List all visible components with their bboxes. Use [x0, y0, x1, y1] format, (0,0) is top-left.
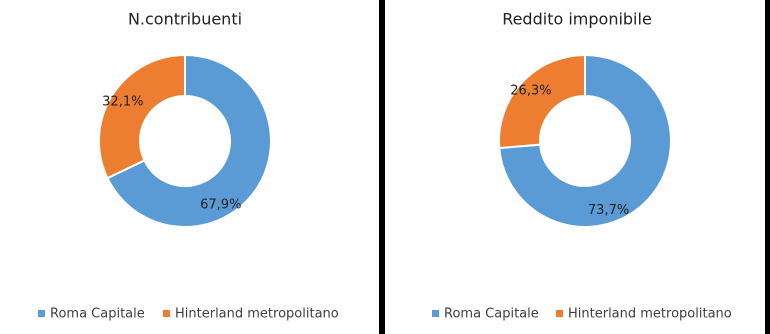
value-label: 67,9%: [200, 198, 241, 213]
value-label: 73,7%: [588, 203, 629, 218]
legend-label: Roma Capitale: [444, 307, 539, 322]
legend-swatch: [163, 310, 170, 317]
value-label: 32,1%: [102, 94, 143, 109]
donut-slice: [106, 53, 272, 228]
legend-swatch: [432, 310, 439, 317]
donut-slice: [98, 53, 186, 180]
legend-label: Hinterland metropolitano: [568, 307, 732, 322]
border: [765, 0, 770, 334]
donut-slice: [498, 53, 672, 228]
chart-title: Reddito imponibile: [502, 10, 652, 29]
legend-swatch: [38, 310, 45, 317]
chart-title: N.contribuenti: [128, 10, 242, 29]
legend-label: Hinterland metropolitano: [175, 307, 339, 322]
legend-label: Roma Capitale: [50, 307, 145, 322]
donut-slice: [498, 53, 586, 150]
separator: [379, 0, 385, 334]
value-label: 26,3%: [510, 84, 551, 99]
legend-swatch: [556, 310, 563, 317]
